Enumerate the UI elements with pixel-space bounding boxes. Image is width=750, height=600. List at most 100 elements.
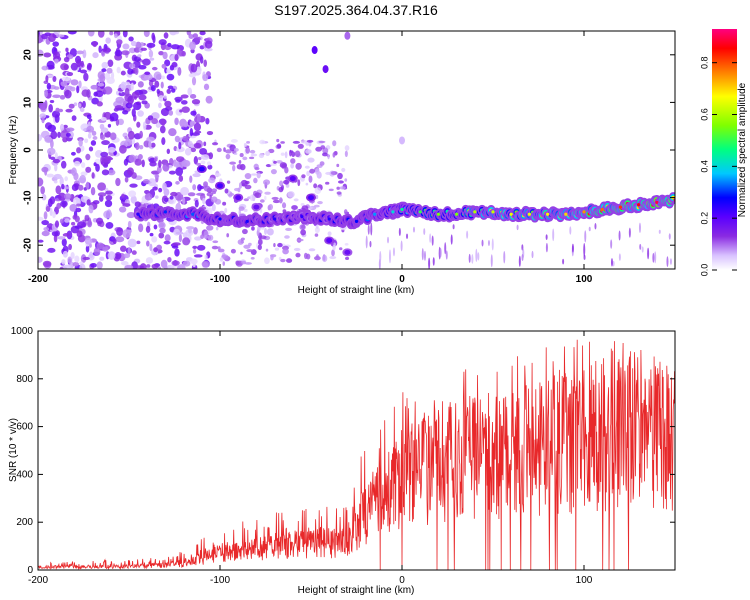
noise-blob bbox=[178, 141, 182, 150]
noise-blob bbox=[47, 124, 56, 132]
noise-blob bbox=[144, 73, 153, 81]
noise-blob bbox=[244, 262, 252, 265]
noise-blob bbox=[191, 76, 197, 86]
noise-blob bbox=[54, 152, 58, 161]
noise-streak bbox=[618, 230, 621, 241]
noise-blob bbox=[196, 113, 201, 123]
y-tick-label: 1000 bbox=[11, 326, 34, 337]
noise-blob bbox=[80, 171, 88, 176]
noise-blob bbox=[97, 31, 105, 38]
noise-blob bbox=[325, 181, 330, 185]
noise-blob bbox=[101, 169, 110, 176]
noise-blob bbox=[287, 191, 295, 198]
noise-blob bbox=[100, 116, 107, 121]
noise-blob bbox=[232, 164, 236, 172]
noise-blob bbox=[143, 31, 150, 38]
noise-blob bbox=[325, 171, 333, 175]
noise-blob bbox=[68, 243, 72, 251]
noise-blob bbox=[151, 263, 159, 269]
noise-blob bbox=[158, 232, 165, 239]
noise-streak bbox=[654, 251, 657, 264]
noise-blob bbox=[189, 94, 197, 99]
noise-blob bbox=[163, 197, 169, 203]
noise-blob bbox=[332, 244, 336, 251]
noise-blob bbox=[122, 43, 130, 50]
noise-blob bbox=[207, 234, 214, 241]
noise-blob bbox=[161, 63, 167, 69]
noise-blob bbox=[322, 65, 329, 74]
noise-blob bbox=[188, 228, 192, 234]
noise-blob bbox=[197, 184, 202, 192]
noise-blob bbox=[120, 261, 129, 266]
noise-blob bbox=[76, 50, 84, 55]
colorbar-tick-label: 0.2 bbox=[699, 212, 709, 225]
noise-blob bbox=[327, 153, 330, 160]
ridge-point bbox=[582, 210, 586, 214]
noise-blob bbox=[112, 238, 117, 245]
noise-blob bbox=[315, 146, 323, 152]
noise-blob bbox=[85, 153, 91, 161]
noise-streak bbox=[406, 233, 409, 239]
noise-blob bbox=[181, 50, 186, 57]
noise-streak bbox=[545, 234, 548, 241]
noise-blob bbox=[243, 244, 251, 249]
noise-blob bbox=[97, 192, 107, 197]
noise-blob bbox=[137, 54, 142, 58]
noise-streak bbox=[516, 224, 519, 231]
noise-blob bbox=[149, 232, 154, 237]
noise-blob bbox=[193, 236, 202, 241]
noise-blob bbox=[52, 41, 60, 47]
noise-blob bbox=[151, 32, 155, 41]
secondary-ridge-point bbox=[198, 166, 205, 172]
noise-blob bbox=[49, 99, 55, 104]
noise-blob bbox=[78, 138, 83, 147]
noise-blob bbox=[148, 49, 154, 58]
noise-blob bbox=[87, 62, 92, 70]
noise-blob bbox=[107, 123, 112, 128]
noise-blob bbox=[167, 256, 172, 263]
ridge-point bbox=[191, 212, 195, 216]
y-tick-label: 800 bbox=[16, 374, 33, 385]
noise-blob bbox=[291, 151, 296, 157]
noise-blob bbox=[273, 243, 276, 248]
noise-blob bbox=[306, 139, 314, 143]
noise-blob bbox=[219, 257, 224, 262]
noise-streak bbox=[569, 226, 572, 235]
secondary-ridge-point bbox=[308, 195, 314, 201]
ridge-point bbox=[300, 215, 304, 219]
noise-blob bbox=[279, 180, 284, 187]
noise-streak bbox=[428, 257, 431, 269]
noise-blob bbox=[93, 247, 101, 256]
noise-blob bbox=[149, 161, 157, 167]
noise-blob bbox=[156, 166, 162, 174]
ridge-point bbox=[418, 210, 422, 214]
noise-blob bbox=[115, 236, 125, 243]
noise-blob bbox=[54, 220, 60, 228]
noise-blob bbox=[203, 141, 207, 147]
noise-blob bbox=[50, 130, 58, 140]
noise-blob bbox=[146, 42, 156, 48]
noise-blob bbox=[337, 172, 343, 180]
noise-streak bbox=[584, 230, 587, 243]
noise-blob bbox=[299, 224, 306, 231]
noise-blob bbox=[191, 98, 201, 105]
noise-blob bbox=[85, 166, 92, 173]
noise-blob bbox=[57, 131, 61, 138]
y-tick-label: 200 bbox=[16, 517, 33, 528]
noise-blob bbox=[274, 247, 280, 251]
secondary-ridge-point bbox=[326, 237, 333, 243]
noise-streak bbox=[471, 254, 474, 264]
noise-blob bbox=[167, 42, 172, 47]
noise-blob bbox=[127, 68, 134, 75]
noise-blob bbox=[120, 245, 127, 252]
noise-blob bbox=[45, 205, 51, 212]
ridge-point bbox=[218, 217, 222, 221]
noise-blob bbox=[280, 141, 285, 144]
noise-blob bbox=[97, 182, 107, 191]
noise-blob bbox=[46, 82, 52, 90]
noise-blob bbox=[181, 159, 191, 168]
noise-streak bbox=[429, 233, 432, 243]
noise-blob bbox=[62, 250, 68, 258]
noise-blob bbox=[68, 103, 75, 109]
noise-blob bbox=[339, 186, 346, 190]
